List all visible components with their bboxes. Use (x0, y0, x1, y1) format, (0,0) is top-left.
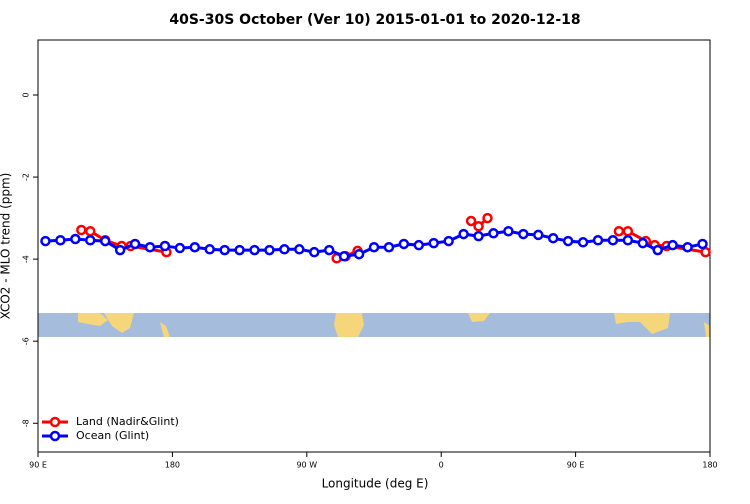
x-tick-label: 90 E (567, 461, 585, 470)
data-point (85, 225, 96, 237)
data-point (279, 244, 290, 255)
y-tick-label: 0 (22, 92, 31, 97)
data-point (323, 244, 335, 256)
data-point (637, 237, 649, 249)
y-tick-label: -8 (22, 419, 31, 427)
chart-title: 40S-30S October (Ver 10) 2015-01-01 to 2… (169, 12, 580, 28)
data-point (70, 233, 81, 245)
data-point (398, 238, 410, 250)
data-point (547, 232, 559, 244)
data-point (219, 244, 230, 256)
data-point (368, 241, 380, 253)
data-point (473, 230, 484, 242)
x-tick-label: 180 (165, 461, 180, 470)
legend-marker (49, 416, 61, 428)
data-point (159, 240, 171, 252)
data-point (465, 215, 477, 227)
data-point (114, 244, 126, 256)
x-axis-label: Longitude (deg E) (322, 477, 429, 491)
x-tick-label: 180 (702, 461, 717, 470)
data-point (667, 239, 678, 251)
data-point (294, 244, 305, 255)
data-point (577, 237, 589, 248)
data-point (264, 244, 275, 256)
data-point (40, 235, 51, 247)
data-point (249, 244, 260, 256)
data-point (85, 235, 96, 246)
y-axis-label: XCO2 - MLO trend (ppm) (0, 173, 13, 320)
data-point (592, 235, 604, 246)
data-point (144, 241, 156, 253)
data-point (55, 235, 66, 246)
legend-label: Ocean (Glint) (76, 429, 149, 442)
data-point (189, 241, 201, 253)
data-point (458, 228, 469, 240)
legend-label: Land (Nadir&Glint) (76, 415, 179, 428)
data-point (129, 238, 141, 250)
x-tick-label: 90 E (29, 461, 47, 470)
data-point (682, 241, 693, 253)
x-tick-label: 90 W (296, 461, 317, 470)
data-point (613, 225, 625, 237)
data-point (622, 235, 634, 246)
legend-marker (49, 430, 61, 442)
data-point (652, 244, 663, 256)
data-point (622, 225, 634, 237)
data-point (413, 239, 425, 251)
data-point (482, 212, 493, 224)
y-tick-label: -4 (22, 255, 31, 263)
data-point (234, 244, 245, 256)
data-point (309, 246, 320, 258)
data-point (99, 235, 111, 247)
data-point (383, 241, 395, 253)
data-point (443, 235, 454, 247)
data-point (518, 228, 529, 240)
data-point (353, 248, 365, 260)
plot-frame (37, 39, 711, 453)
data-point (488, 228, 499, 239)
y-tick-label: -2 (22, 173, 31, 181)
data-point (503, 225, 514, 237)
data-point (697, 238, 708, 250)
data-point (428, 237, 439, 249)
data-point (174, 242, 186, 254)
data-point (338, 251, 350, 262)
data-point (700, 246, 711, 258)
data-point (607, 235, 619, 246)
data-point (204, 244, 215, 255)
data-point (76, 224, 87, 236)
data-point (473, 221, 484, 232)
y-tick-label: -6 (22, 337, 31, 345)
data-point (533, 229, 544, 241)
map-strip (38, 313, 710, 337)
data-point (562, 235, 574, 247)
x-tick-label: 0 (439, 461, 444, 470)
